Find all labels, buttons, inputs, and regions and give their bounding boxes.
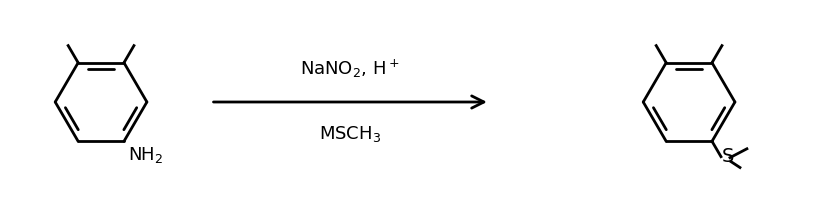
Text: MSCH$_3$: MSCH$_3$ — [319, 124, 381, 144]
Text: S: S — [722, 147, 735, 166]
Text: NH$_2$: NH$_2$ — [128, 145, 163, 165]
Text: NaNO$_2$, H$^+$: NaNO$_2$, H$^+$ — [300, 58, 400, 80]
